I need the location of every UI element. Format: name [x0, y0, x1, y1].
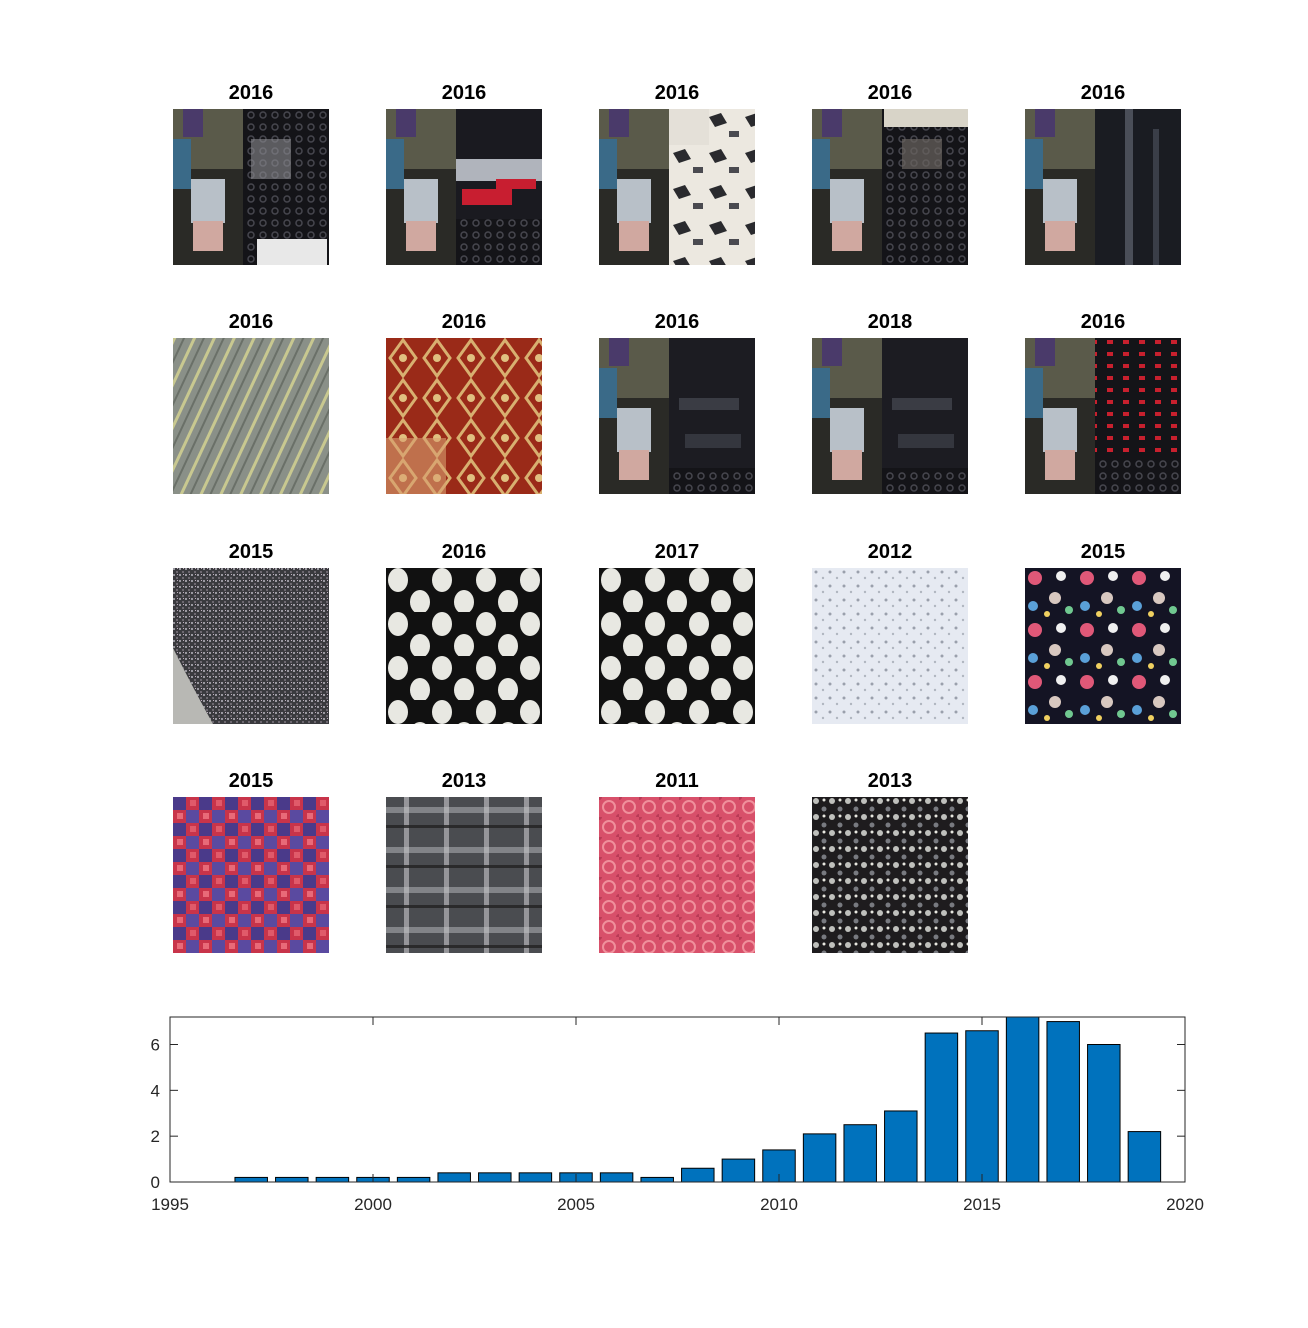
- bar: [478, 1172, 512, 1183]
- tile-year-label: 2016: [1080, 82, 1126, 104]
- fabric-image: [386, 338, 542, 494]
- y-tick-label: 0: [151, 1173, 160, 1192]
- tile-year-label: 2015: [228, 541, 274, 563]
- fabric-image: [173, 797, 329, 953]
- tile-year-label: 2016: [228, 311, 274, 333]
- fabric-image: [386, 568, 542, 724]
- tile-year-label: 2016: [654, 82, 700, 104]
- bar: [1127, 1131, 1162, 1183]
- y-tick-label: 6: [151, 1036, 160, 1055]
- tile-year-label: 2016: [1080, 311, 1126, 333]
- bar: [275, 1176, 309, 1183]
- bar: [518, 1172, 553, 1183]
- fabric-image: [173, 338, 329, 494]
- bar: [1005, 1016, 1040, 1183]
- bar: [315, 1176, 350, 1183]
- tile-year-label: 2016: [228, 82, 274, 104]
- x-tick-label: 2000: [354, 1195, 392, 1214]
- tile-year-label: 2017: [654, 541, 700, 563]
- fabric-image: [812, 338, 968, 494]
- tile-year-label: 2012: [867, 541, 913, 563]
- bar: [640, 1176, 674, 1183]
- tile-year-label: 2016: [654, 311, 700, 333]
- fabric-image: [599, 109, 755, 265]
- fabric-image: [386, 797, 542, 953]
- y-tick-label: 2: [151, 1127, 160, 1146]
- fabric-image: [599, 797, 755, 953]
- fabric-image: [812, 568, 968, 724]
- fabric-image: [1025, 568, 1181, 724]
- tile-year-label: 2015: [1080, 541, 1126, 563]
- fabric-image: [599, 338, 755, 494]
- x-tick-label: 2005: [557, 1195, 595, 1214]
- bar: [721, 1158, 756, 1183]
- bar: [965, 1030, 999, 1183]
- fabric-image: [173, 109, 329, 265]
- tile-year-label: 2015: [228, 770, 274, 792]
- tile-year-label: 2011: [655, 770, 699, 792]
- axes-box: [169, 1016, 1186, 1183]
- fabric-image: [812, 797, 968, 953]
- image-grid: 2016 2016 2016 2016 2016 2016 2016 2016 2018 2016…: [173, 82, 1181, 953]
- bar: [884, 1110, 918, 1183]
- x-tick-label: 2010: [760, 1195, 798, 1214]
- bar: [437, 1172, 471, 1183]
- bar: [802, 1133, 837, 1183]
- x-tick-label: 1995: [151, 1195, 189, 1214]
- tile-year-label: 2013: [867, 770, 913, 792]
- tile-year-label: 2016: [441, 541, 487, 563]
- tile-year-label: 2016: [441, 311, 487, 333]
- tile-year-label: 2013: [441, 770, 487, 792]
- fabric-image: [1025, 109, 1181, 265]
- y-tick-label: 4: [151, 1081, 160, 1100]
- tile-year-label: 2016: [441, 82, 487, 104]
- tile-year-label: 2018: [867, 311, 913, 333]
- fabric-image: [599, 568, 755, 724]
- fabric-image: [173, 568, 329, 724]
- bar: [396, 1176, 431, 1183]
- x-tick-label: 2015: [963, 1195, 1001, 1214]
- tile-year-label: 2016: [867, 82, 913, 104]
- bar: [843, 1124, 877, 1183]
- fabric-image: [812, 109, 968, 265]
- fabric-image: [386, 109, 542, 265]
- bar: [1087, 1044, 1121, 1183]
- bar: [599, 1172, 634, 1183]
- x-tick-label: 2020: [1166, 1195, 1204, 1214]
- bar: [924, 1032, 959, 1183]
- bar: [234, 1176, 268, 1183]
- bar: [1046, 1021, 1080, 1183]
- bar: [681, 1167, 715, 1183]
- fabric-image: [1025, 338, 1181, 494]
